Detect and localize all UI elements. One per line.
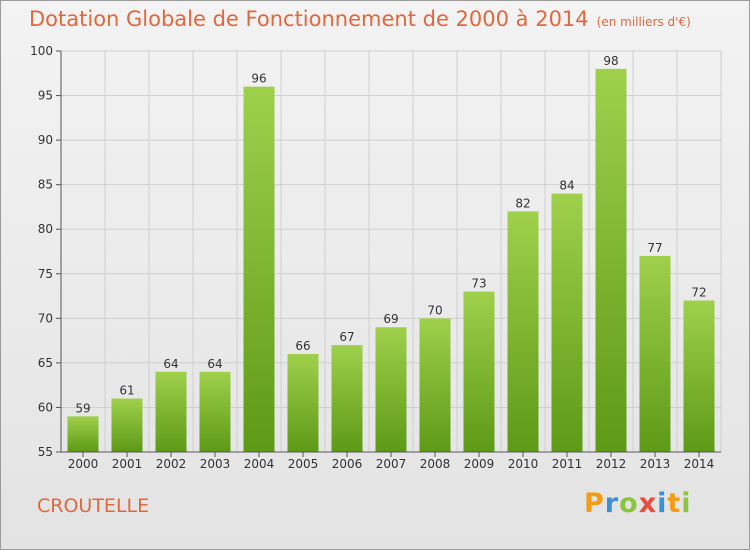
data-label: 98 [603,54,618,68]
y-tick-label: 55 [38,445,53,459]
data-label: 96 [251,72,266,86]
y-tick-label: 75 [38,267,53,281]
bar [331,345,363,452]
logo-letter: x [638,488,658,519]
bar [595,68,627,453]
y-tick-label: 65 [38,356,53,370]
commune-name: CROUTELLE [37,495,150,517]
chart-title: Dotation Globale de Fonctionnement de 20… [29,7,691,31]
logo-letter: t [667,488,682,519]
bar [243,86,275,453]
bar [463,291,495,452]
x-tick-label: 2002 [156,457,187,471]
x-tick-label: 2009 [464,457,495,471]
y-tick-label: 95 [38,89,53,103]
logo-letter: i [657,488,668,519]
x-tick-label: 2006 [332,457,363,471]
x-tick-label: 2003 [200,457,231,471]
title-text: Dotation Globale de Fonctionnement de 20… [29,7,589,31]
x-tick-label: 2007 [376,457,407,471]
data-label: 59 [75,401,90,415]
bar [287,353,319,452]
proxiti-logo[interactable]: Proxiti [584,488,692,519]
unit-note: (en milliers d'€) [596,15,691,29]
data-label: 67 [339,330,354,344]
data-label: 72 [691,286,706,300]
data-label: 66 [295,339,310,353]
y-tick-label: 100 [30,44,53,58]
x-tick-label: 2011 [552,457,583,471]
data-label: 61 [119,384,134,398]
bar [111,398,143,452]
bar [551,193,583,453]
x-tick-label: 2014 [684,457,715,471]
logo-letter: o [619,488,639,519]
data-label: 84 [559,179,574,193]
y-tick-label: 60 [38,400,53,414]
bar [639,255,671,452]
bar [375,327,407,452]
logo-letter: P [584,488,605,519]
bar-layer: 59 61 64 64 96 66 67 69 70 73 82 84 98 77 72 [67,54,715,453]
axis-layer: 55 60 65 70 75 80 85 90 95 100 2000 2001 2002 2003 200… [30,44,721,471]
data-label: 73 [471,277,486,291]
y-tick-label: 90 [38,133,53,147]
x-tick-label: 2008 [420,457,451,471]
bar [419,318,451,452]
x-tick-label: 2004 [244,457,275,471]
x-tick-label: 2001 [112,457,143,471]
bar [155,371,187,452]
x-tick-label: 2005 [288,457,319,471]
bar [507,211,539,452]
logo-letter: i [681,488,692,519]
data-label: 70 [427,303,442,317]
y-tick-label: 80 [38,222,53,236]
y-tick-label: 85 [38,178,53,192]
bar [199,371,231,452]
data-label: 64 [207,357,222,371]
data-label: 82 [515,196,530,210]
logo-letter: r [604,488,620,519]
x-tick-label: 2012 [596,457,627,471]
data-label: 77 [647,241,662,255]
x-tick-label: 2013 [640,457,671,471]
bar [683,300,715,452]
x-tick-label: 2000 [68,457,99,471]
data-label: 69 [383,312,398,326]
y-tick-label: 70 [38,311,53,325]
bar [67,416,99,452]
data-label: 64 [163,357,178,371]
x-tick-label: 2010 [508,457,539,471]
